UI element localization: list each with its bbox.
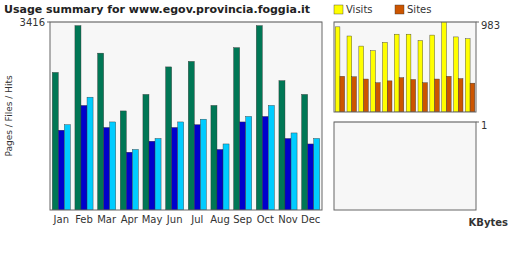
- category-label: Dec: [301, 214, 320, 225]
- bar: [406, 34, 411, 112]
- bar: [234, 48, 240, 210]
- bar: [308, 144, 314, 210]
- bar: [217, 149, 223, 210]
- category-label: Mar: [97, 214, 117, 225]
- bar: [64, 125, 70, 210]
- category-label: May: [142, 214, 163, 225]
- bar: [52, 72, 58, 210]
- category-label: Aug: [210, 214, 230, 225]
- legend-entry: Sites: [407, 4, 431, 15]
- bar: [340, 76, 345, 112]
- tick-label: 1: [481, 120, 487, 131]
- bar: [81, 105, 87, 210]
- tick: [476, 22, 479, 23]
- bar: [418, 41, 423, 112]
- bar: [454, 37, 459, 112]
- bar: [465, 39, 470, 112]
- category-label: Feb: [75, 214, 93, 225]
- bar: [435, 79, 440, 112]
- bar: [314, 138, 320, 210]
- title: Usage summary for www.egov.provincia.fog…: [4, 3, 310, 16]
- legend-swatch: [395, 5, 404, 14]
- bar: [58, 130, 64, 210]
- category-label: Nov: [278, 214, 298, 225]
- bar: [75, 26, 81, 210]
- category-label: Sep: [233, 214, 252, 225]
- bar: [279, 81, 285, 210]
- bar: [126, 152, 132, 210]
- bar: [352, 77, 357, 112]
- bar: [132, 149, 138, 210]
- bar: [240, 122, 246, 210]
- bar: [291, 133, 297, 210]
- bar: [394, 34, 399, 112]
- bar: [143, 94, 149, 210]
- bar: [194, 125, 200, 210]
- bar: [268, 105, 274, 210]
- bar: [211, 105, 217, 210]
- category-label: Jun: [166, 214, 183, 225]
- bar: [262, 116, 268, 210]
- bar: [120, 111, 126, 210]
- tick: [47, 22, 50, 23]
- plot-area: [334, 122, 476, 210]
- category-label: Jan: [53, 214, 69, 225]
- category-label: Jul: [190, 214, 203, 225]
- y-label: KBytes: [469, 217, 508, 228]
- bar: [399, 78, 404, 112]
- bar: [110, 122, 116, 210]
- bar: [411, 79, 416, 112]
- chart-root: 3416 Jan Feb Mar AprMayJun Jul AugSep Oct NovDec…: [0, 0, 512, 256]
- bar: [430, 35, 435, 112]
- bar: [87, 97, 93, 210]
- plot-frame: [50, 22, 322, 210]
- bar: [347, 36, 352, 112]
- bar: [359, 46, 364, 112]
- plot-area: [334, 22, 476, 112]
- bar: [470, 83, 475, 112]
- bar: [200, 119, 206, 210]
- tick-label: 3416: [20, 17, 45, 28]
- tick-label: 983: [481, 20, 500, 31]
- bar: [335, 27, 340, 112]
- bar: [285, 138, 291, 210]
- bar: [375, 83, 380, 112]
- legend-swatch: [334, 5, 343, 14]
- bar: [458, 79, 463, 112]
- bar: [98, 53, 104, 210]
- bar: [371, 51, 376, 112]
- bar: [364, 79, 369, 112]
- bar: [383, 42, 388, 112]
- bar: [166, 67, 172, 210]
- bar: [423, 83, 428, 112]
- bar: [172, 127, 178, 210]
- bar: [149, 141, 155, 210]
- bar: [446, 76, 451, 112]
- bar: [188, 61, 194, 210]
- plot-frame: [334, 122, 476, 210]
- bar: [442, 22, 447, 112]
- plot-area: [50, 22, 322, 210]
- bar: [302, 94, 308, 210]
- bar: [246, 116, 252, 210]
- bar: [155, 138, 161, 210]
- bar: [256, 26, 262, 210]
- legend-entry: Visits: [346, 4, 373, 15]
- tick: [476, 122, 479, 123]
- category-label: Oct: [257, 214, 274, 225]
- bars: [335, 22, 475, 112]
- bars: [52, 26, 319, 210]
- category-label: Apr: [121, 214, 139, 225]
- bar: [387, 81, 392, 112]
- bar: [178, 122, 184, 210]
- y-label: Pages / Files / Hits: [4, 75, 14, 157]
- plot-frame: [334, 22, 476, 112]
- bar: [104, 127, 110, 210]
- bar: [223, 144, 229, 210]
